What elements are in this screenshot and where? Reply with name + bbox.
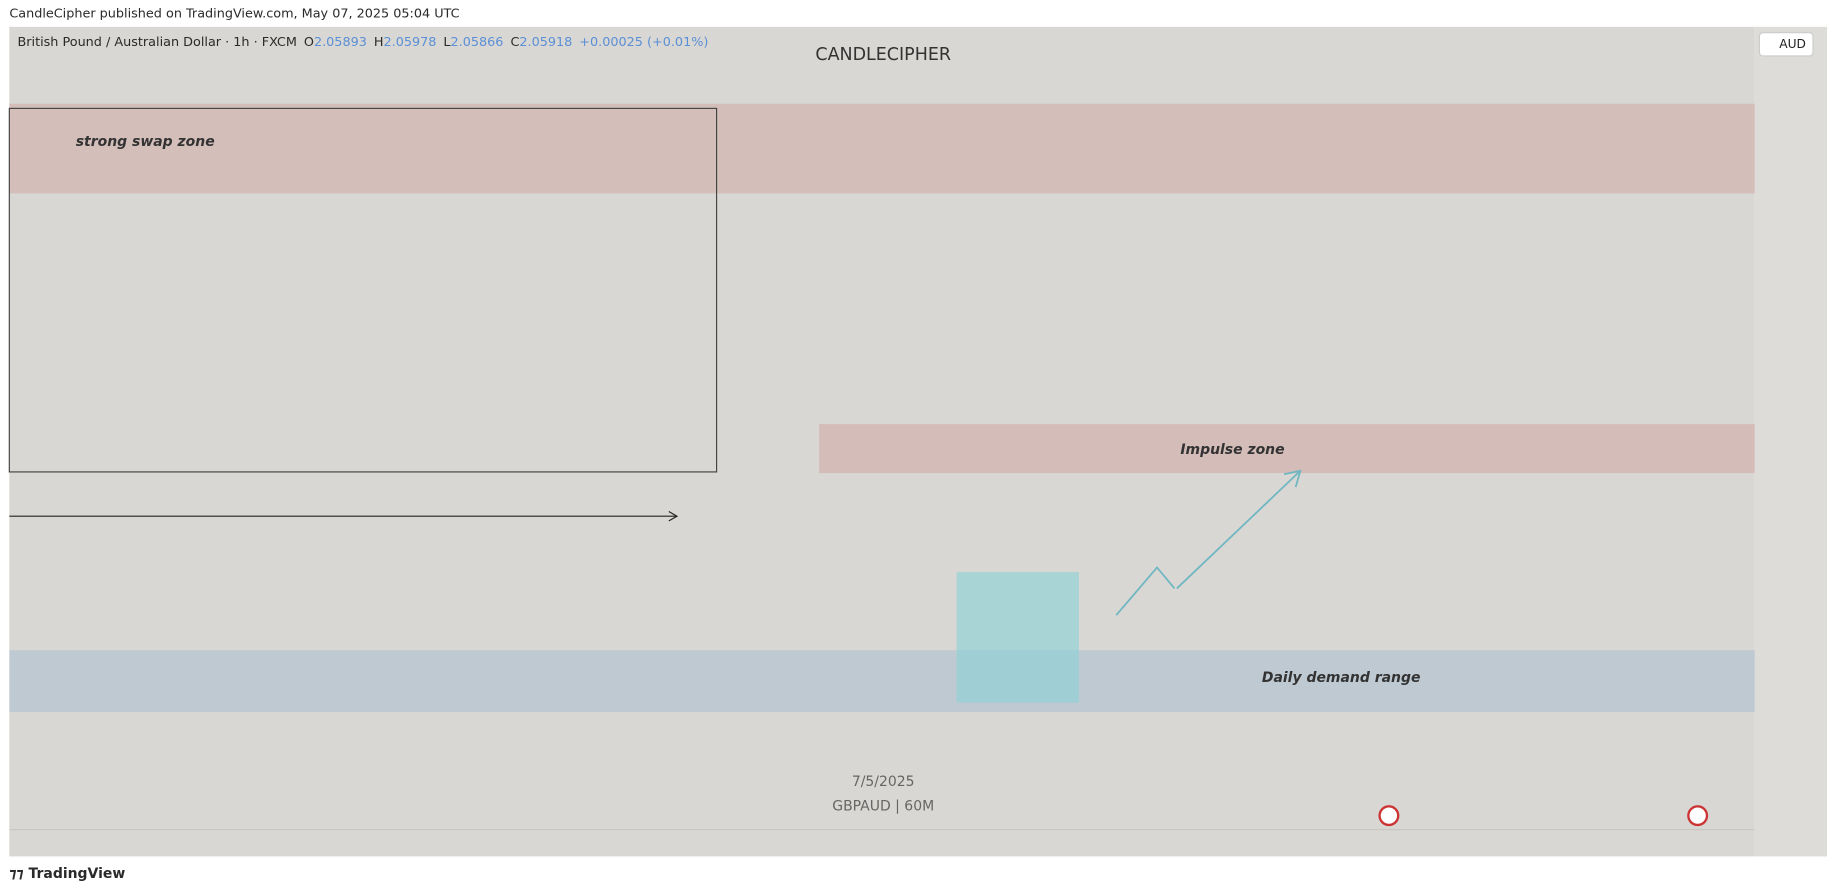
h-value: 2.05978 bbox=[383, 34, 436, 49]
h-label: H bbox=[374, 34, 384, 49]
swap-label: strong swap zone bbox=[76, 134, 215, 150]
impulse-label: Impulse zone bbox=[1180, 442, 1284, 458]
footer-brand: TradingView bbox=[29, 866, 126, 882]
c-label: C bbox=[510, 34, 519, 49]
swap-zone bbox=[9, 103, 1755, 194]
footer: ⁊⁊ TradingView bbox=[9, 866, 125, 882]
change: +0.00025 (+0.01%) bbox=[579, 34, 708, 49]
demand-label: Daily demand range bbox=[1262, 670, 1421, 686]
event-flag[interactable] bbox=[1687, 805, 1709, 827]
o-value: 2.05893 bbox=[314, 34, 367, 49]
l-value: 2.05866 bbox=[451, 34, 504, 49]
o-label: O bbox=[304, 34, 314, 49]
projection-head bbox=[1283, 469, 1302, 488]
demand-zone bbox=[9, 650, 1755, 712]
price-axis bbox=[1754, 26, 1827, 857]
currency-label: AUD bbox=[1779, 37, 1806, 51]
event-flag[interactable] bbox=[1378, 805, 1400, 827]
c-value: 2.05918 bbox=[519, 34, 572, 49]
arrow-head bbox=[668, 511, 679, 522]
impulse-zone bbox=[819, 424, 1755, 474]
currency-button[interactable] bbox=[1758, 32, 1814, 57]
symbol: British Pound / Australian Dollar · 1h ·… bbox=[17, 34, 296, 49]
l-label: L bbox=[443, 34, 451, 49]
legend: British Pound / Australian Dollar · 1h ·… bbox=[17, 34, 708, 49]
range-box bbox=[8, 107, 718, 473]
watermark-date: 7/5/2025 bbox=[852, 774, 915, 790]
watermark-symbol: GBPAUD | 60M bbox=[832, 798, 934, 814]
chart-title: CANDLECIPHER bbox=[815, 45, 951, 65]
logo: ⁊⁊ bbox=[9, 866, 28, 882]
projection bbox=[1115, 471, 1300, 616]
entry-box bbox=[956, 572, 1079, 703]
publisher: CandleCipher published on TradingView.co… bbox=[9, 7, 459, 22]
